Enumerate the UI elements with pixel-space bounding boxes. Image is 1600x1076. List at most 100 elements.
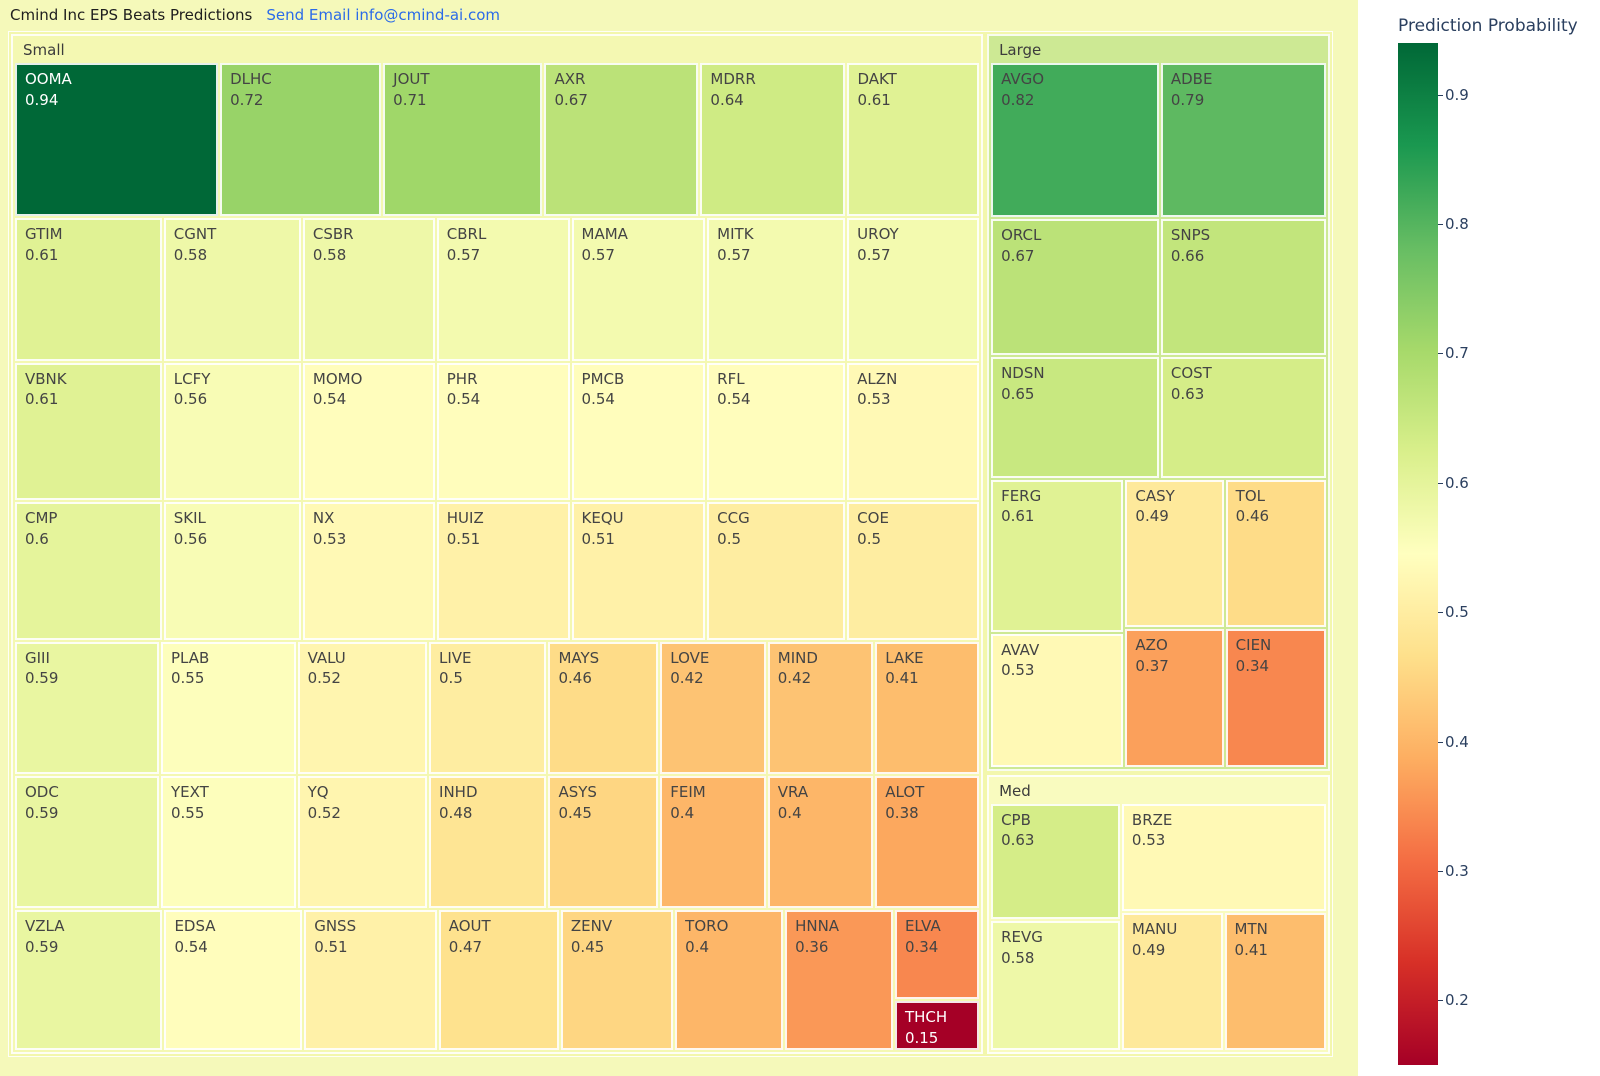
- colorbar-tick-0.6: 0.6: [1445, 473, 1469, 492]
- tile-ticker: AVGO: [1001, 70, 1045, 88]
- treemap-tile-NX[interactable]: NX 0.53: [302, 502, 435, 640]
- treemap-tile-COE[interactable]: COE 0.5: [847, 502, 980, 640]
- tile-ticker: PMCB: [581, 369, 625, 388]
- treemap-tile-VBNK[interactable]: VBNK 0.61: [15, 362, 162, 501]
- treemap-tile-SNPS[interactable]: SNPS 0.66: [1160, 218, 1326, 356]
- treemap-tile-AVAV[interactable]: AVAV 0.53: [991, 633, 1124, 767]
- treemap-tile-INHD[interactable]: INHD 0.48: [429, 776, 547, 909]
- treemap-tile-RFL[interactable]: RFL 0.54: [707, 362, 846, 501]
- treemap-tile-LAKE[interactable]: LAKE 0.41: [875, 641, 980, 775]
- treemap-tile-MOMO[interactable]: MOMO 0.54: [302, 362, 435, 501]
- treemap-tile-CMP[interactable]: CMP 0.6: [15, 502, 162, 640]
- treemap-tile-VALU[interactable]: VALU 0.52: [297, 641, 428, 775]
- tile-ticker: TOL: [1235, 486, 1265, 505]
- tile-ticker: FEIM: [670, 783, 706, 802]
- treemap-tile-MITK[interactable]: MITK 0.57: [707, 218, 846, 361]
- treemap-tile-AOUT[interactable]: AOUT 0.47: [438, 910, 559, 1050]
- treemap-tile-LOVE[interactable]: LOVE 0.42: [660, 641, 766, 775]
- treemap-tile-YEXT[interactable]: YEXT 0.55: [160, 776, 296, 909]
- tile-value: 0.54: [581, 390, 615, 409]
- treemap-tile-GIII[interactable]: GIII 0.59: [15, 641, 159, 775]
- treemap-tile-MAYS[interactable]: MAYS 0.46: [548, 641, 659, 775]
- treemap-tile-DAKT[interactable]: DAKT 0.61: [847, 63, 980, 217]
- treemap-tile-THCH[interactable]: THCH 0.15: [894, 1001, 980, 1050]
- treemap-tile-ORCL[interactable]: ORCL 0.67: [991, 218, 1159, 356]
- treemap-tile-MTN[interactable]: MTN 0.41: [1224, 913, 1326, 1050]
- treemap-tile-ADBE[interactable]: ADBE 0.79: [1160, 63, 1326, 217]
- tile-ticker: YEXT: [170, 783, 209, 802]
- colorbar-title: Prediction Probability: [1398, 16, 1578, 36]
- treemap-tile-YQ[interactable]: YQ 0.52: [297, 776, 428, 909]
- treemap-tile-AXR[interactable]: AXR 0.67: [544, 63, 699, 217]
- treemap-tile-CIEN[interactable]: CIEN 0.34: [1225, 628, 1326, 767]
- treemap-tile-HUIZ[interactable]: HUIZ 0.51: [436, 502, 570, 640]
- treemap-tile-GNSS[interactable]: GNSS 0.51: [304, 910, 437, 1050]
- treemap-tile-ASYS[interactable]: ASYS 0.45: [548, 776, 659, 909]
- treemap-tile-CGNT[interactable]: CGNT 0.58: [163, 218, 301, 361]
- tile-ticker: AVAV: [1001, 640, 1040, 659]
- treemap-tile-FERG[interactable]: FERG 0.61: [991, 479, 1124, 632]
- treemap-tile-EDSA[interactable]: EDSA 0.54: [164, 910, 303, 1050]
- treemap-tile-CASY[interactable]: CASY 0.49: [1125, 479, 1224, 627]
- treemap-tile-MANU[interactable]: MANU 0.49: [1121, 913, 1223, 1050]
- treemap-tile-CBRL[interactable]: CBRL 0.57: [436, 218, 570, 361]
- tile-value: 0.46: [1235, 507, 1270, 526]
- treemap-tile-KEQU[interactable]: KEQU 0.51: [571, 502, 706, 640]
- tile-ticker: LIVE: [439, 648, 472, 667]
- treemap-tile-ZENV[interactable]: ZENV 0.45: [560, 910, 674, 1050]
- treemap-tile-ELVA[interactable]: ELVA 0.34: [894, 910, 980, 1000]
- tile-ticker: CCG: [717, 509, 750, 528]
- treemap-tile-AVGO[interactable]: AVGO 0.82: [991, 63, 1159, 217]
- treemap-tile-LCFY[interactable]: LCFY 0.56: [163, 362, 301, 501]
- colorbar-tick-0.7: 0.7: [1445, 344, 1469, 363]
- treemap-tile-ALOT[interactable]: ALOT 0.38: [875, 776, 980, 909]
- treemap-tile-NDSN[interactable]: NDSN 0.65: [991, 357, 1159, 478]
- treemap-tile-HNNA[interactable]: HNNA 0.36: [785, 910, 893, 1050]
- treemap-tile-GTIM[interactable]: GTIM 0.61: [15, 218, 162, 361]
- tile-ticker: REVG: [1001, 927, 1043, 946]
- treemap-tile-PMCB[interactable]: PMCB 0.54: [571, 362, 706, 501]
- treemap-tile-BRZE[interactable]: BRZE 0.53: [1121, 803, 1326, 912]
- treemap-tile-PLAB[interactable]: PLAB 0.55: [160, 641, 296, 775]
- tile-value: 0.4: [670, 803, 695, 822]
- group-label-small[interactable]: Small: [23, 41, 65, 59]
- treemap-tile-MDRR[interactable]: MDRR 0.64: [700, 63, 846, 217]
- treemap-tile-PHR[interactable]: PHR 0.54: [436, 362, 570, 501]
- tile-ticker: MAYS: [558, 648, 600, 667]
- send-email-link[interactable]: Send Email info@cmind-ai.com: [266, 6, 501, 24]
- treemap-tile-UROY[interactable]: UROY 0.57: [847, 218, 980, 361]
- treemap-tile-LIVE[interactable]: LIVE 0.5: [429, 641, 547, 775]
- tile-ticker: VALU: [307, 648, 346, 667]
- treemap-tile-TORO[interactable]: TORO 0.4: [675, 910, 784, 1050]
- tile-ticker: CSBR: [312, 225, 354, 244]
- treemap-tile-SKIL[interactable]: SKIL 0.56: [163, 502, 301, 640]
- tile-ticker: DLHC: [230, 70, 272, 88]
- group-label-med[interactable]: Med: [999, 781, 1031, 800]
- treemap-tile-TOL[interactable]: TOL 0.46: [1225, 479, 1326, 627]
- treemap-tile-REVG[interactable]: REVG 0.58: [991, 920, 1120, 1050]
- tile-value: 0.61: [25, 390, 59, 409]
- treemap-tile-CPB[interactable]: CPB 0.63: [991, 803, 1120, 919]
- treemap-tile-MAMA[interactable]: MAMA 0.57: [571, 218, 706, 361]
- treemap-tile-CCG[interactable]: CCG 0.5: [707, 502, 846, 640]
- treemap-tile-DLHC[interactable]: DLHC 0.72: [220, 63, 382, 217]
- treemap-tile-OOMA[interactable]: OOMA 0.94: [15, 63, 219, 217]
- treemap-tile-VRA[interactable]: VRA 0.4: [767, 776, 874, 909]
- treemap-tile-MIND[interactable]: MIND 0.42: [767, 641, 874, 775]
- treemap-tile-COST[interactable]: COST 0.63: [1160, 357, 1326, 478]
- colorbar-tick-0.8: 0.8: [1445, 215, 1469, 234]
- tile-value: 0.49: [1131, 940, 1166, 959]
- treemap-tile-AZO[interactable]: AZO 0.37: [1125, 628, 1224, 767]
- treemap-tile-ALZN[interactable]: ALZN 0.53: [847, 362, 980, 501]
- tile-value: 0.58: [173, 245, 208, 264]
- tile-value: 0.51: [314, 938, 348, 957]
- treemap-tile-ODC[interactable]: ODC 0.59: [15, 776, 159, 909]
- tile-value: 0.56: [173, 390, 208, 409]
- treemap-tile-FEIM[interactable]: FEIM 0.4: [660, 776, 766, 909]
- tile-value: 0.53: [1131, 831, 1166, 850]
- tile-value: 0.82: [1001, 90, 1035, 109]
- group-label-large[interactable]: Large: [999, 41, 1042, 59]
- treemap-tile-CSBR[interactable]: CSBR 0.58: [302, 218, 435, 361]
- treemap-tile-VZLA[interactable]: VZLA 0.59: [15, 910, 163, 1050]
- treemap-tile-JOUT[interactable]: JOUT 0.71: [383, 63, 543, 217]
